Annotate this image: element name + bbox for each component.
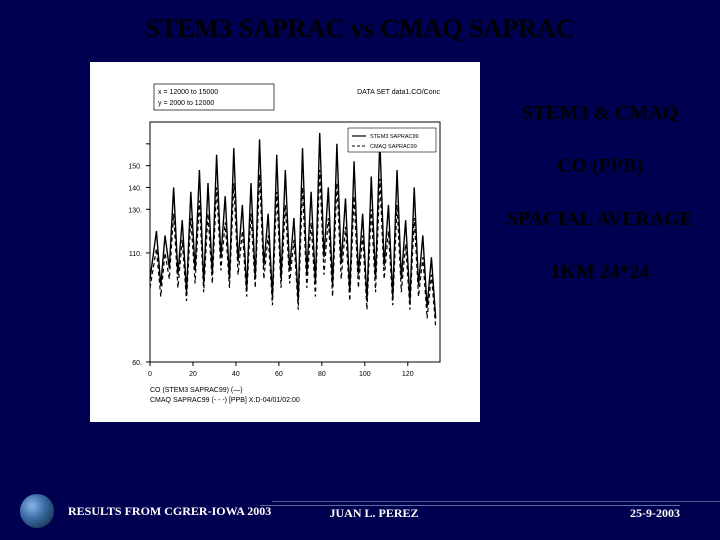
globe-icon bbox=[20, 494, 54, 528]
svg-text:150.: 150. bbox=[128, 164, 142, 171]
content-row: 0 20 40 60 80 100 120 60. 110. 130. 140. 150. x = 12… bbox=[0, 52, 720, 422]
svg-text:DATA SET data1.CO/Conc: DATA SET data1.CO/Conc bbox=[357, 89, 440, 96]
slide-title: STEM3 SAPRAC vs CMAQ SAPRAC bbox=[0, 0, 720, 52]
svg-text:130.: 130. bbox=[128, 207, 142, 214]
svg-text:120: 120 bbox=[402, 371, 414, 378]
side-line-4: 1KM 24*24 bbox=[500, 261, 700, 284]
svg-text:60.: 60. bbox=[132, 360, 142, 367]
svg-text:CMAQ SAPRAC99 (- - -) [PPB]: CMAQ SAPRAC99 (- - -) [PPB] X:D-04/01/02… bbox=[150, 397, 300, 404]
side-line-1: STEM3 & CMAQ bbox=[500, 102, 700, 125]
footer-center: JUAN L. PEREZ bbox=[272, 501, 476, 521]
svg-text:CMAQ SAPRAC99: CMAQ SAPRAC99 bbox=[370, 144, 417, 150]
svg-text:60: 60 bbox=[275, 371, 283, 378]
svg-text:80: 80 bbox=[318, 371, 326, 378]
side-annotations: STEM3 & CMAQ CO (PPB) SPACIAL AVERAGE 1K… bbox=[480, 52, 700, 422]
svg-text:CO (STEM3 SAPRAC99) (—): CO (STEM3 SAPRAC99) (—) bbox=[150, 387, 243, 394]
svg-text:100: 100 bbox=[359, 371, 371, 378]
side-line-2: CO (PPB) bbox=[500, 155, 700, 178]
svg-text:110.: 110. bbox=[129, 251, 142, 258]
slide-footer: RESULTS FROM CGRER-IOWA 2003 JUAN L. PER… bbox=[0, 494, 720, 528]
footer-right: 25-9-2003 bbox=[476, 501, 720, 521]
svg-text:x = 12000 to 15000: x = 12000 to 15000 bbox=[158, 89, 218, 96]
svg-text:20: 20 bbox=[189, 371, 197, 378]
side-line-3: SPACIAL AVERAGE bbox=[500, 208, 700, 231]
svg-text:STEM3 SAPRAC99: STEM3 SAPRAC99 bbox=[370, 134, 419, 140]
footer-left: RESULTS FROM CGRER-IOWA 2003 bbox=[68, 504, 272, 519]
svg-text:40: 40 bbox=[232, 371, 240, 378]
svg-text:y = 2000 to 12000: y = 2000 to 12000 bbox=[158, 100, 214, 107]
line-chart: 0 20 40 60 80 100 120 60. 110. 130. 140. 150. x = 12… bbox=[100, 72, 470, 412]
svg-text:0: 0 bbox=[148, 371, 152, 378]
svg-text:140.: 140. bbox=[128, 185, 142, 192]
chart-panel: 0 20 40 60 80 100 120 60. 110. 130. 140. 150. x = 12… bbox=[90, 62, 480, 422]
